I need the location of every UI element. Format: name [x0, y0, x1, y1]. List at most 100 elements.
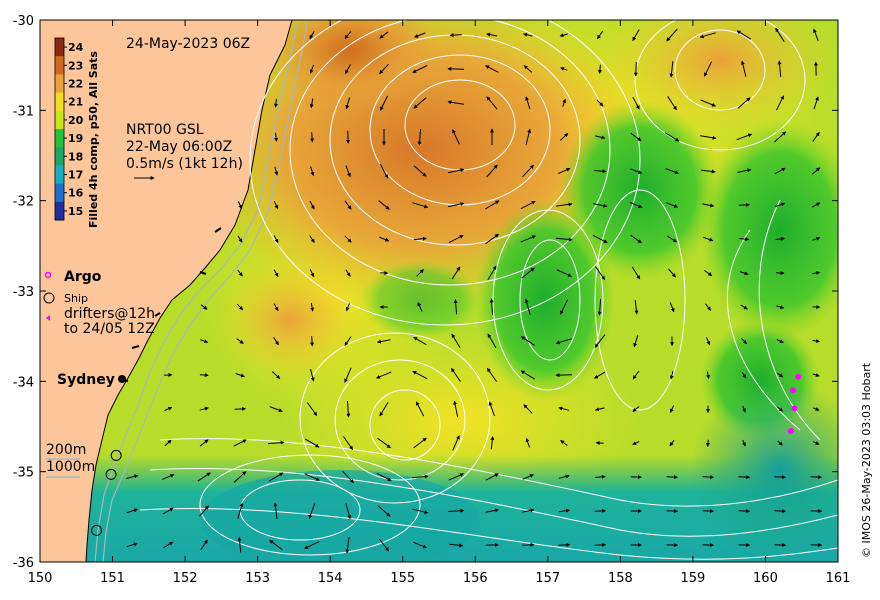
ship-marker — [91, 524, 103, 536]
y-tick-label: -35 — [13, 466, 34, 481]
velocity-arrow — [593, 203, 608, 208]
velocity-arrow — [273, 98, 278, 108]
velocity-arrow — [412, 65, 428, 73]
velocity-arrow — [162, 474, 175, 480]
velocity-arrow — [521, 267, 535, 279]
x-tick-label: 154 — [318, 571, 343, 586]
velocity-arrow — [237, 269, 243, 277]
altimetry-line2: 22-May 06:00Z — [126, 139, 232, 155]
velocity-arrow — [447, 100, 464, 105]
velocity-arrow — [740, 60, 747, 77]
velocity-arrow — [667, 96, 677, 111]
velocity-arrow — [596, 99, 604, 107]
velocity-arrow — [200, 304, 208, 310]
velocity-arrow — [594, 508, 606, 513]
velocity-arrow — [237, 502, 244, 519]
y-tick-label: -33 — [13, 285, 34, 300]
velocity-arrow — [633, 335, 639, 348]
velocity-arrow — [813, 96, 819, 110]
velocity-arrow — [524, 298, 531, 315]
velocity-arrow — [126, 508, 139, 514]
velocity-arrow — [379, 31, 389, 39]
velocity-arrow — [520, 336, 535, 346]
colorbar-tick-label: 22 — [68, 78, 83, 91]
legend-drifters-1: drifters@12h — [64, 306, 155, 322]
velocity-arrow — [632, 370, 640, 380]
velocity-arrow — [699, 32, 716, 39]
velocity-arrow — [741, 338, 748, 345]
velocity-arrow — [812, 270, 821, 275]
velocity-arrow — [525, 128, 532, 145]
velocity-arrow — [377, 437, 391, 449]
velocity-arrow — [309, 200, 315, 210]
drifter-legend-icon — [46, 315, 50, 321]
velocity-arrow — [309, 235, 315, 244]
velocity-arrow — [706, 439, 710, 447]
velocity-arrow — [486, 96, 498, 110]
velocity-arrow — [274, 166, 279, 176]
bathymetry-contours — [94, 20, 309, 562]
velocity-arrow — [736, 133, 753, 141]
velocity-arrow — [666, 475, 678, 480]
velocity-arrow — [520, 200, 536, 210]
velocity-arrow — [777, 406, 784, 412]
velocity-arrow — [667, 235, 678, 243]
velocity-arrow — [200, 539, 208, 551]
velocity-arrow — [522, 542, 535, 547]
velocity-arrow — [703, 236, 714, 242]
velocity-arrow — [737, 97, 751, 109]
velocity-arrow — [306, 402, 318, 417]
velocity-arrow — [269, 539, 283, 551]
y-tick-label: -34 — [13, 375, 34, 390]
velocity-arrow — [344, 31, 352, 40]
velocity-arrow — [669, 370, 674, 380]
sst-colorbar: 24 23 22 21 20 19 18 17 16 15 — [54, 37, 84, 221]
x-tick-label: 160 — [753, 571, 778, 586]
colorbar-swatch — [55, 92, 64, 112]
y-tick-label: -36 — [13, 556, 34, 571]
velocity-arrow — [630, 168, 643, 174]
velocity-arrow — [522, 474, 534, 480]
velocity-arrow — [523, 32, 533, 37]
velocity-arrow — [812, 131, 820, 142]
velocity-arrow — [632, 96, 640, 110]
velocity-arrow — [267, 440, 285, 445]
x-tick-label: 151 — [100, 571, 125, 586]
velocity-arrow — [520, 235, 537, 243]
velocity-arrow — [630, 234, 642, 244]
velocity-arrow — [379, 95, 389, 111]
velocity-arrow — [309, 31, 315, 40]
depth-200: 200m — [46, 442, 86, 458]
velocity-arrow — [596, 31, 604, 40]
velocity-arrow — [164, 372, 173, 377]
velocity-arrow — [520, 370, 536, 380]
velocity-arrow — [451, 333, 461, 349]
velocity-arrow — [378, 538, 390, 552]
velocity-arrow — [342, 470, 354, 484]
velocity-arrow — [376, 472, 392, 482]
velocity-arrow — [776, 95, 784, 111]
velocity-arrow — [741, 371, 747, 379]
velocity-arrow — [669, 405, 675, 413]
velocity-arrow — [379, 63, 389, 75]
velocity-arrow — [525, 96, 531, 110]
velocity-arrows — [126, 27, 823, 554]
y-tick-label: -30 — [13, 14, 34, 29]
velocity-arrow — [632, 29, 640, 42]
date-title: 24-May-2023 06Z — [126, 36, 250, 52]
velocity-arrow — [268, 472, 284, 482]
ship-legend-icon — [43, 292, 55, 304]
velocity-arrow — [738, 475, 751, 480]
velocity-arrow — [776, 305, 785, 310]
velocity-arrow — [702, 203, 715, 208]
velocity-arrow — [665, 168, 679, 175]
velocity-arrow — [597, 298, 602, 316]
velocity-arrow — [162, 541, 174, 549]
velocity-arrow — [594, 169, 607, 174]
velocity-arrow — [304, 438, 320, 448]
velocity-arrow — [597, 64, 602, 74]
x-tick-label: 155 — [390, 571, 415, 586]
velocity-arrow — [199, 505, 209, 517]
velocity-arrow — [776, 271, 785, 276]
velocity-arrow — [379, 236, 390, 242]
